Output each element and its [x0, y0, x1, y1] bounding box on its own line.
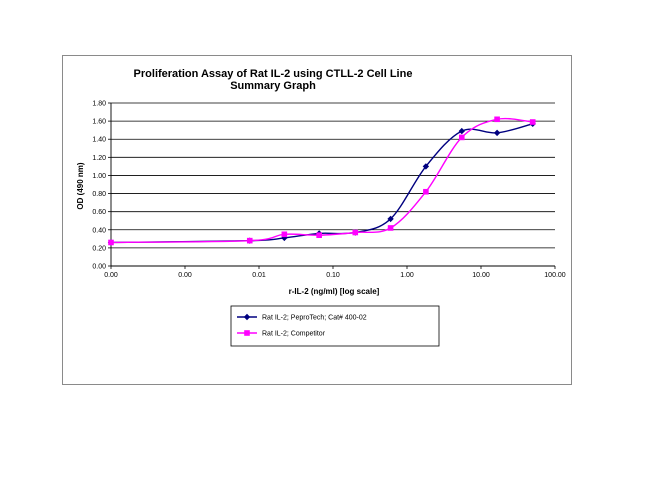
y-tick-label: 0.20 — [92, 245, 106, 252]
x-tick-label: 0.01 — [252, 272, 266, 279]
data-point-series-2 — [246, 237, 253, 244]
y-tick-label: 1.00 — [92, 173, 106, 180]
data-point-series-1 — [493, 129, 501, 137]
legend-marker-1 — [243, 313, 251, 321]
x-tick-label: 0.00 — [178, 272, 192, 279]
chart-subtitle: Summary Graph — [230, 80, 316, 92]
data-point-series-2 — [387, 225, 394, 231]
line-chart: Proliferation Assay of Rat IL-2 using CT… — [76, 68, 566, 347]
y-tick-label: 1.80 — [92, 101, 106, 108]
x-tick-label: 0.00 — [104, 272, 118, 279]
x-tick-label: 1.00 — [400, 272, 414, 279]
y-axis-title: OD (490 nm) — [76, 162, 85, 209]
y-tick-label: 1.20 — [92, 155, 106, 162]
data-point-series-2 — [108, 239, 114, 246]
data-point-series-2 — [316, 232, 322, 239]
chart-title: Proliferation Assay of Rat IL-2 using CT… — [134, 68, 413, 80]
x-tick-label: 10.00 — [472, 272, 490, 279]
y-tick-label: 0.00 — [92, 264, 106, 271]
legend-label-1: Rat IL-2; PeproTech; Cat# 400-02 — [262, 315, 367, 322]
data-point-series-1 — [387, 215, 394, 223]
y-tick-label: 0.80 — [92, 191, 106, 198]
data-point-series-2 — [423, 188, 429, 195]
y-tick-label: 0.60 — [92, 209, 106, 216]
data-point-series-2 — [458, 134, 465, 141]
legend-box — [230, 305, 440, 347]
data-point-series-1 — [458, 127, 465, 135]
legend-marker-2 — [244, 330, 250, 336]
data-point-series-2 — [281, 231, 288, 238]
series-line-1 — [110, 123, 533, 244]
data-point-series-2 — [494, 116, 500, 123]
legend-label-2: Rat IL-2; Competitor — [262, 331, 326, 338]
x-tick-label: 0.10 — [326, 272, 340, 279]
y-tick-label: 1.40 — [92, 137, 106, 144]
x-axis-title: r-IL-2 (ng/ml) [log scale] — [289, 287, 380, 296]
y-tick-label: 0.40 — [92, 227, 106, 234]
x-tick-label: 100.00 — [544, 272, 566, 279]
data-point-series-2 — [529, 119, 536, 125]
y-tick-label: 1.60 — [92, 119, 106, 126]
series-line-2 — [110, 117, 533, 244]
data-point-series-2 — [352, 229, 359, 236]
data-point-series-1 — [422, 163, 430, 170]
chart-area: Proliferation Assay of Rat IL-2 using CT… — [62, 55, 572, 385]
